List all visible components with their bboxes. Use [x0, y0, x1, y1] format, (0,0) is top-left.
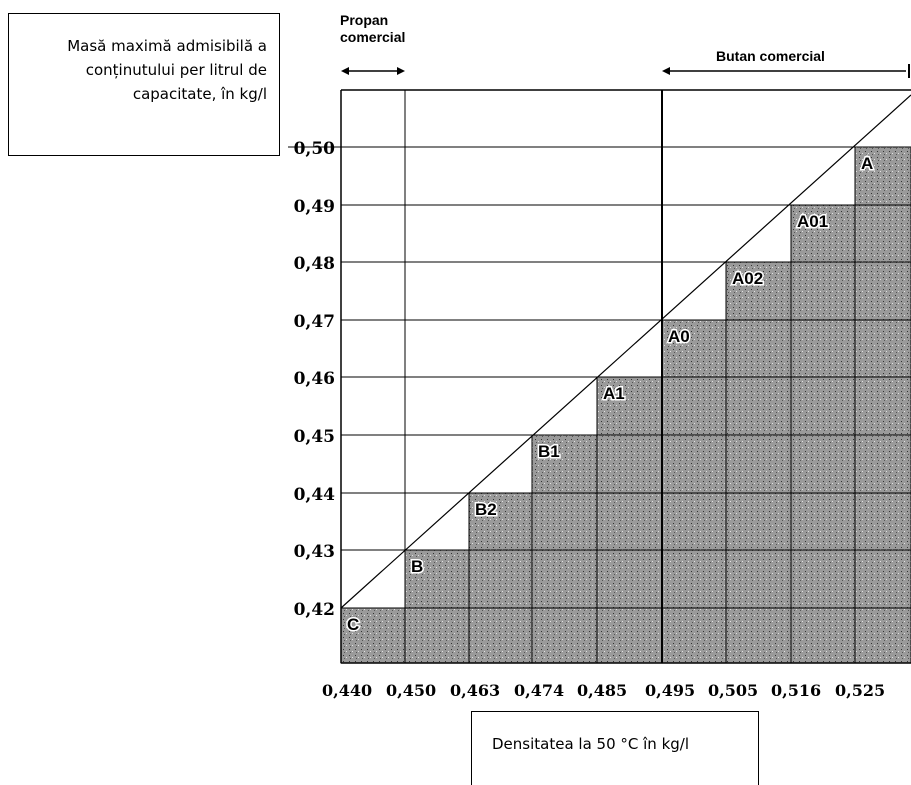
bar-label-a02: A02 — [732, 269, 763, 288]
bar-c — [340, 607, 406, 664]
bar-label-a01: A01 — [797, 212, 828, 231]
x-tick-label: 0,525 — [835, 681, 885, 700]
y-axis-label-box: Masă maximă admisibilă a conținutului pe… — [8, 13, 280, 156]
y-tick-label: 0,45 — [294, 427, 335, 447]
y-axis-label: Masă maximă admisibilă a conținutului pe… — [67, 37, 267, 103]
x-tick-label: 0,485 — [577, 681, 627, 700]
labels-layer: C B B2 B1 A1 A0 A02 A01 A 0,42 0,43 0,44 0,45 0,46 0,4… — [294, 139, 886, 700]
butan-arrow-head-left — [662, 67, 670, 75]
bar-a1 — [596, 376, 663, 664]
propan-arrow-head-left — [341, 67, 349, 75]
bar-b1 — [531, 434, 598, 664]
x-tick-label: 0,516 — [771, 681, 821, 700]
bar-label-c: C — [347, 615, 359, 634]
y-tick-label: 0,50 — [294, 139, 336, 159]
bar-a0 — [661, 319, 727, 664]
grid-layer — [288, 89, 911, 664]
x-axis-label-box: Densitatea la 50 °C în kg/l — [471, 711, 759, 785]
bar-label-a1: A1 — [603, 384, 625, 403]
bar-b — [404, 549, 470, 664]
bar-label-b1: B1 — [538, 442, 560, 461]
x-tick-label: 0,463 — [450, 681, 500, 700]
propan-arrow-head-right — [397, 67, 405, 75]
x-tick-label: 0,440 — [322, 681, 372, 700]
x-tick-label: 0,474 — [514, 681, 564, 700]
propan-range-label: Propan comercial — [340, 12, 406, 45]
y-tick-label: 0,44 — [294, 485, 336, 505]
y-tick-label: 0,49 — [294, 197, 335, 217]
bar-label-a0: A0 — [668, 327, 690, 346]
x-tick-label: 0,495 — [645, 681, 695, 700]
bar-a01 — [790, 204, 856, 664]
bar-label-a: A — [861, 154, 873, 173]
y-tick-label: 0,47 — [294, 312, 335, 332]
bar-label-b2: B2 — [475, 500, 497, 519]
butan-range-label: Butan comercial — [716, 48, 825, 64]
y-tick-label: 0,46 — [294, 369, 335, 389]
x-axis-label: Densitatea la 50 °C în kg/l — [492, 735, 690, 753]
diagonal-limit-line — [340, 94, 911, 609]
y-tick-label: 0,43 — [294, 542, 335, 562]
ranges-layer — [341, 64, 910, 78]
bar-a02 — [725, 261, 792, 664]
bar-a — [854, 146, 911, 664]
bar-label-b: B — [411, 557, 423, 576]
y-tick-label: 0,42 — [294, 600, 335, 620]
x-tick-label: 0,505 — [708, 681, 758, 700]
y-tick-label: 0,48 — [294, 254, 335, 274]
x-tick-label: 0,450 — [386, 681, 436, 700]
